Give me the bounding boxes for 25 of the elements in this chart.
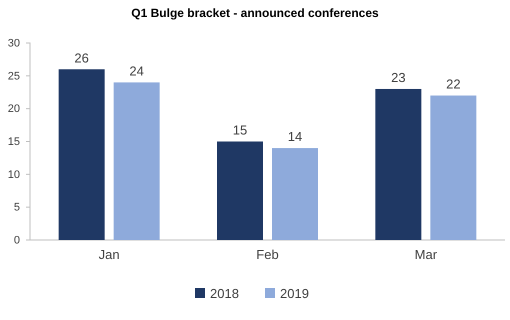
legend-label: 2018 — [210, 286, 239, 301]
chart-title: Q1 Bulge bracket - announced conferences — [131, 6, 380, 20]
y-tick-label: 0 — [14, 234, 20, 247]
data-label: 26 — [74, 50, 89, 66]
y-tick-label: 10 — [8, 168, 20, 181]
data-label: 23 — [391, 70, 406, 85]
bar — [430, 96, 476, 240]
bar — [272, 148, 318, 240]
y-tick-label: 30 — [8, 38, 20, 50]
x-tick-label: Feb — [256, 247, 279, 262]
data-label: 24 — [129, 63, 144, 78]
y-tick-label: 5 — [14, 202, 20, 214]
y-tick-label: 15 — [8, 136, 20, 148]
bar — [114, 82, 160, 240]
data-label: 22 — [446, 76, 461, 92]
legend-label: 2019 — [280, 286, 309, 301]
data-label: 15 — [232, 122, 248, 138]
bar — [217, 142, 263, 240]
x-tick-label: Jan — [98, 247, 120, 262]
x-tick-label: Mar — [414, 247, 438, 262]
bar — [58, 69, 105, 240]
y-tick-label: 25 — [8, 70, 20, 82]
y-tick-label: 20 — [8, 103, 20, 116]
bar — [375, 88, 422, 240]
data-label: 14 — [288, 129, 302, 144]
